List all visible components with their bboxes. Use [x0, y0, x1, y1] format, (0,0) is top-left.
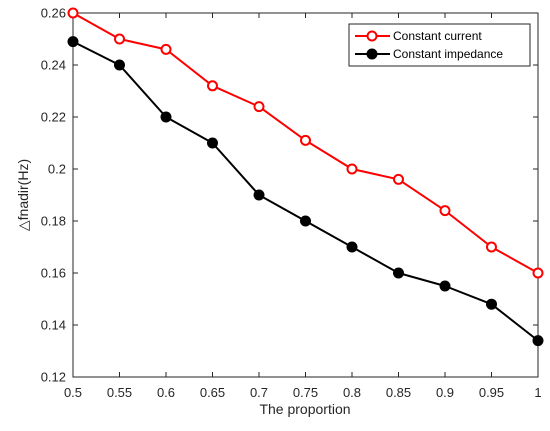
legend-label-constant-impedance: Constant impedance: [393, 47, 503, 61]
data-point-constant-current: [300, 134, 311, 146]
x-tick-label: 0.7: [250, 385, 268, 400]
legend-label-constant-current: Constant current: [393, 29, 482, 43]
y-tick-label: 0.18: [41, 214, 66, 229]
axis-ticks: 0.5 0.55 0.6 0.65 0.7 0.75 0.8 0.85 0.9 0.95 1 0.12…: [41, 6, 542, 401]
x-tick-label: 1: [534, 385, 541, 400]
data-point-constant-impedance: [300, 215, 311, 227]
x-tick-label: 0.95: [479, 385, 504, 400]
legend-box: [348, 23, 531, 67]
x-tick-label: 0.85: [386, 385, 411, 400]
y-tick-label: 0.12: [41, 370, 66, 385]
x-tick-label: 0.9: [436, 385, 454, 400]
data-point-constant-impedance: [67, 36, 79, 48]
data-point-constant-current: [253, 101, 265, 113]
data-point-constant-current: [114, 33, 125, 45]
data-point-constant-impedance: [346, 241, 358, 253]
data-point-constant-current: [160, 43, 172, 55]
data-point-constant-impedance: [207, 137, 218, 149]
data-point-constant-impedance: [393, 267, 404, 279]
series-layer: [67, 7, 544, 347]
data-point-constant-impedance: [114, 59, 125, 71]
y-tick-label: 0.14: [41, 318, 66, 333]
data-point-constant-current: [393, 173, 404, 185]
x-axis-label: The proportion: [259, 401, 350, 417]
x-tick-label: 0.65: [200, 385, 225, 400]
data-point-constant-impedance: [486, 298, 497, 310]
data-point-constant-current: [67, 7, 79, 19]
x-tick-label: 0.6: [157, 385, 175, 400]
legend-marker-constant-impedance: [366, 48, 378, 60]
x-tick-label: 0.8: [343, 385, 361, 400]
y-axis-label: △fnadir(Hz): [15, 159, 31, 231]
data-point-constant-impedance: [253, 189, 265, 201]
legend-marker-constant-current: [366, 30, 378, 42]
y-tick-label: 0.24: [41, 58, 66, 73]
data-point-constant-impedance: [532, 335, 544, 347]
legend: Constant current Constant impedance: [348, 23, 531, 67]
y-tick-label: 0.2: [48, 162, 66, 177]
plot-area: [72, 12, 539, 378]
data-point-constant-impedance: [160, 111, 172, 123]
data-point-constant-current: [532, 267, 544, 279]
data-point-constant-impedance: [439, 280, 451, 292]
x-tick-label: 0.5: [64, 385, 82, 400]
y-tick-label: 0.16: [41, 266, 66, 281]
x-tick-label: 0.75: [293, 385, 318, 400]
y-tick-label: 0.22: [41, 110, 66, 125]
x-tick-label: 0.55: [107, 385, 132, 400]
y-tick-label: 0.26: [41, 6, 66, 21]
data-point-constant-current: [346, 163, 358, 175]
data-point-constant-current: [439, 205, 451, 217]
data-point-constant-current: [486, 241, 497, 253]
data-point-constant-current: [207, 80, 218, 92]
